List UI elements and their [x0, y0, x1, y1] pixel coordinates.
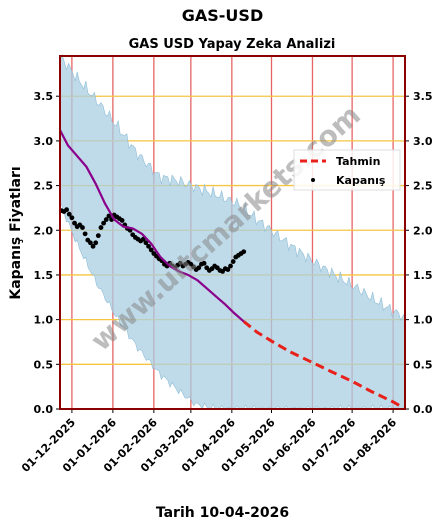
close-point [88, 240, 93, 246]
y-tick-label-left: 1.0 [34, 314, 54, 327]
legend-forecast-label: Tahmin [336, 155, 380, 168]
close-point [103, 217, 109, 222]
close-point [64, 207, 70, 213]
legend-box [293, 149, 401, 191]
close-point [106, 213, 112, 219]
close-point [201, 260, 207, 266]
plot-frame [59, 55, 406, 410]
close-point [69, 215, 75, 221]
close-point [80, 225, 85, 230]
y-tick-label-left: 0.5 [34, 358, 54, 371]
series-layer [58, 129, 404, 409]
close-point [225, 267, 231, 272]
close-point [95, 233, 101, 239]
y-tick-label-right: 0.0 [413, 403, 433, 416]
legend-close-label: Kapanış [336, 174, 386, 187]
close-point [90, 243, 96, 249]
y-tick-label-left: 3.0 [34, 135, 54, 148]
y-tick-label-left: 2.0 [34, 224, 54, 237]
y-tick-label-left: 2.5 [34, 180, 54, 193]
trend-line [59, 129, 245, 323]
chart: GAS USD Yapay Zeka Analizi Kapanış Fiyat… [8, 37, 433, 475]
y-tick-label-left: 0.0 [34, 403, 54, 416]
y-tick-label-right: 1.0 [413, 314, 433, 327]
close-point [228, 263, 233, 269]
close-point [98, 225, 104, 230]
close-point [241, 249, 247, 255]
close-point [119, 218, 125, 223]
y-tick-label-left: 1.5 [34, 269, 54, 282]
footer-date: Tarih 10-04-2026 [155, 505, 290, 521]
y-axis-label: Kapanış Fiyatları [8, 166, 24, 299]
close-point [101, 220, 107, 226]
y-tick-label-right: 1.5 [413, 269, 433, 282]
close-point [146, 243, 151, 249]
page-title: GAS-USD [181, 6, 264, 25]
legend: Tahmin Kapanış [293, 149, 401, 191]
close-point [72, 220, 77, 226]
close-point [93, 240, 99, 246]
close-point [230, 259, 236, 264]
close-point [143, 240, 149, 246]
close-point [196, 265, 202, 271]
y-tick-label-right: 0.5 [413, 358, 433, 371]
chart-title: GAS USD Yapay Zeka Analizi [129, 37, 336, 52]
y-tick-label-right: 3.5 [413, 90, 433, 103]
y-tick-label-right: 2.0 [413, 224, 433, 237]
y-tick-label-left: 3.5 [34, 90, 54, 103]
close-point [148, 247, 154, 253]
legend-close-swatch [311, 178, 315, 182]
y-tick-label-right: 2.5 [413, 180, 433, 193]
close-point [82, 231, 88, 237]
forecast-line [242, 320, 404, 409]
close-point [66, 211, 72, 217]
y-tick-label-right: 3.0 [413, 135, 433, 148]
